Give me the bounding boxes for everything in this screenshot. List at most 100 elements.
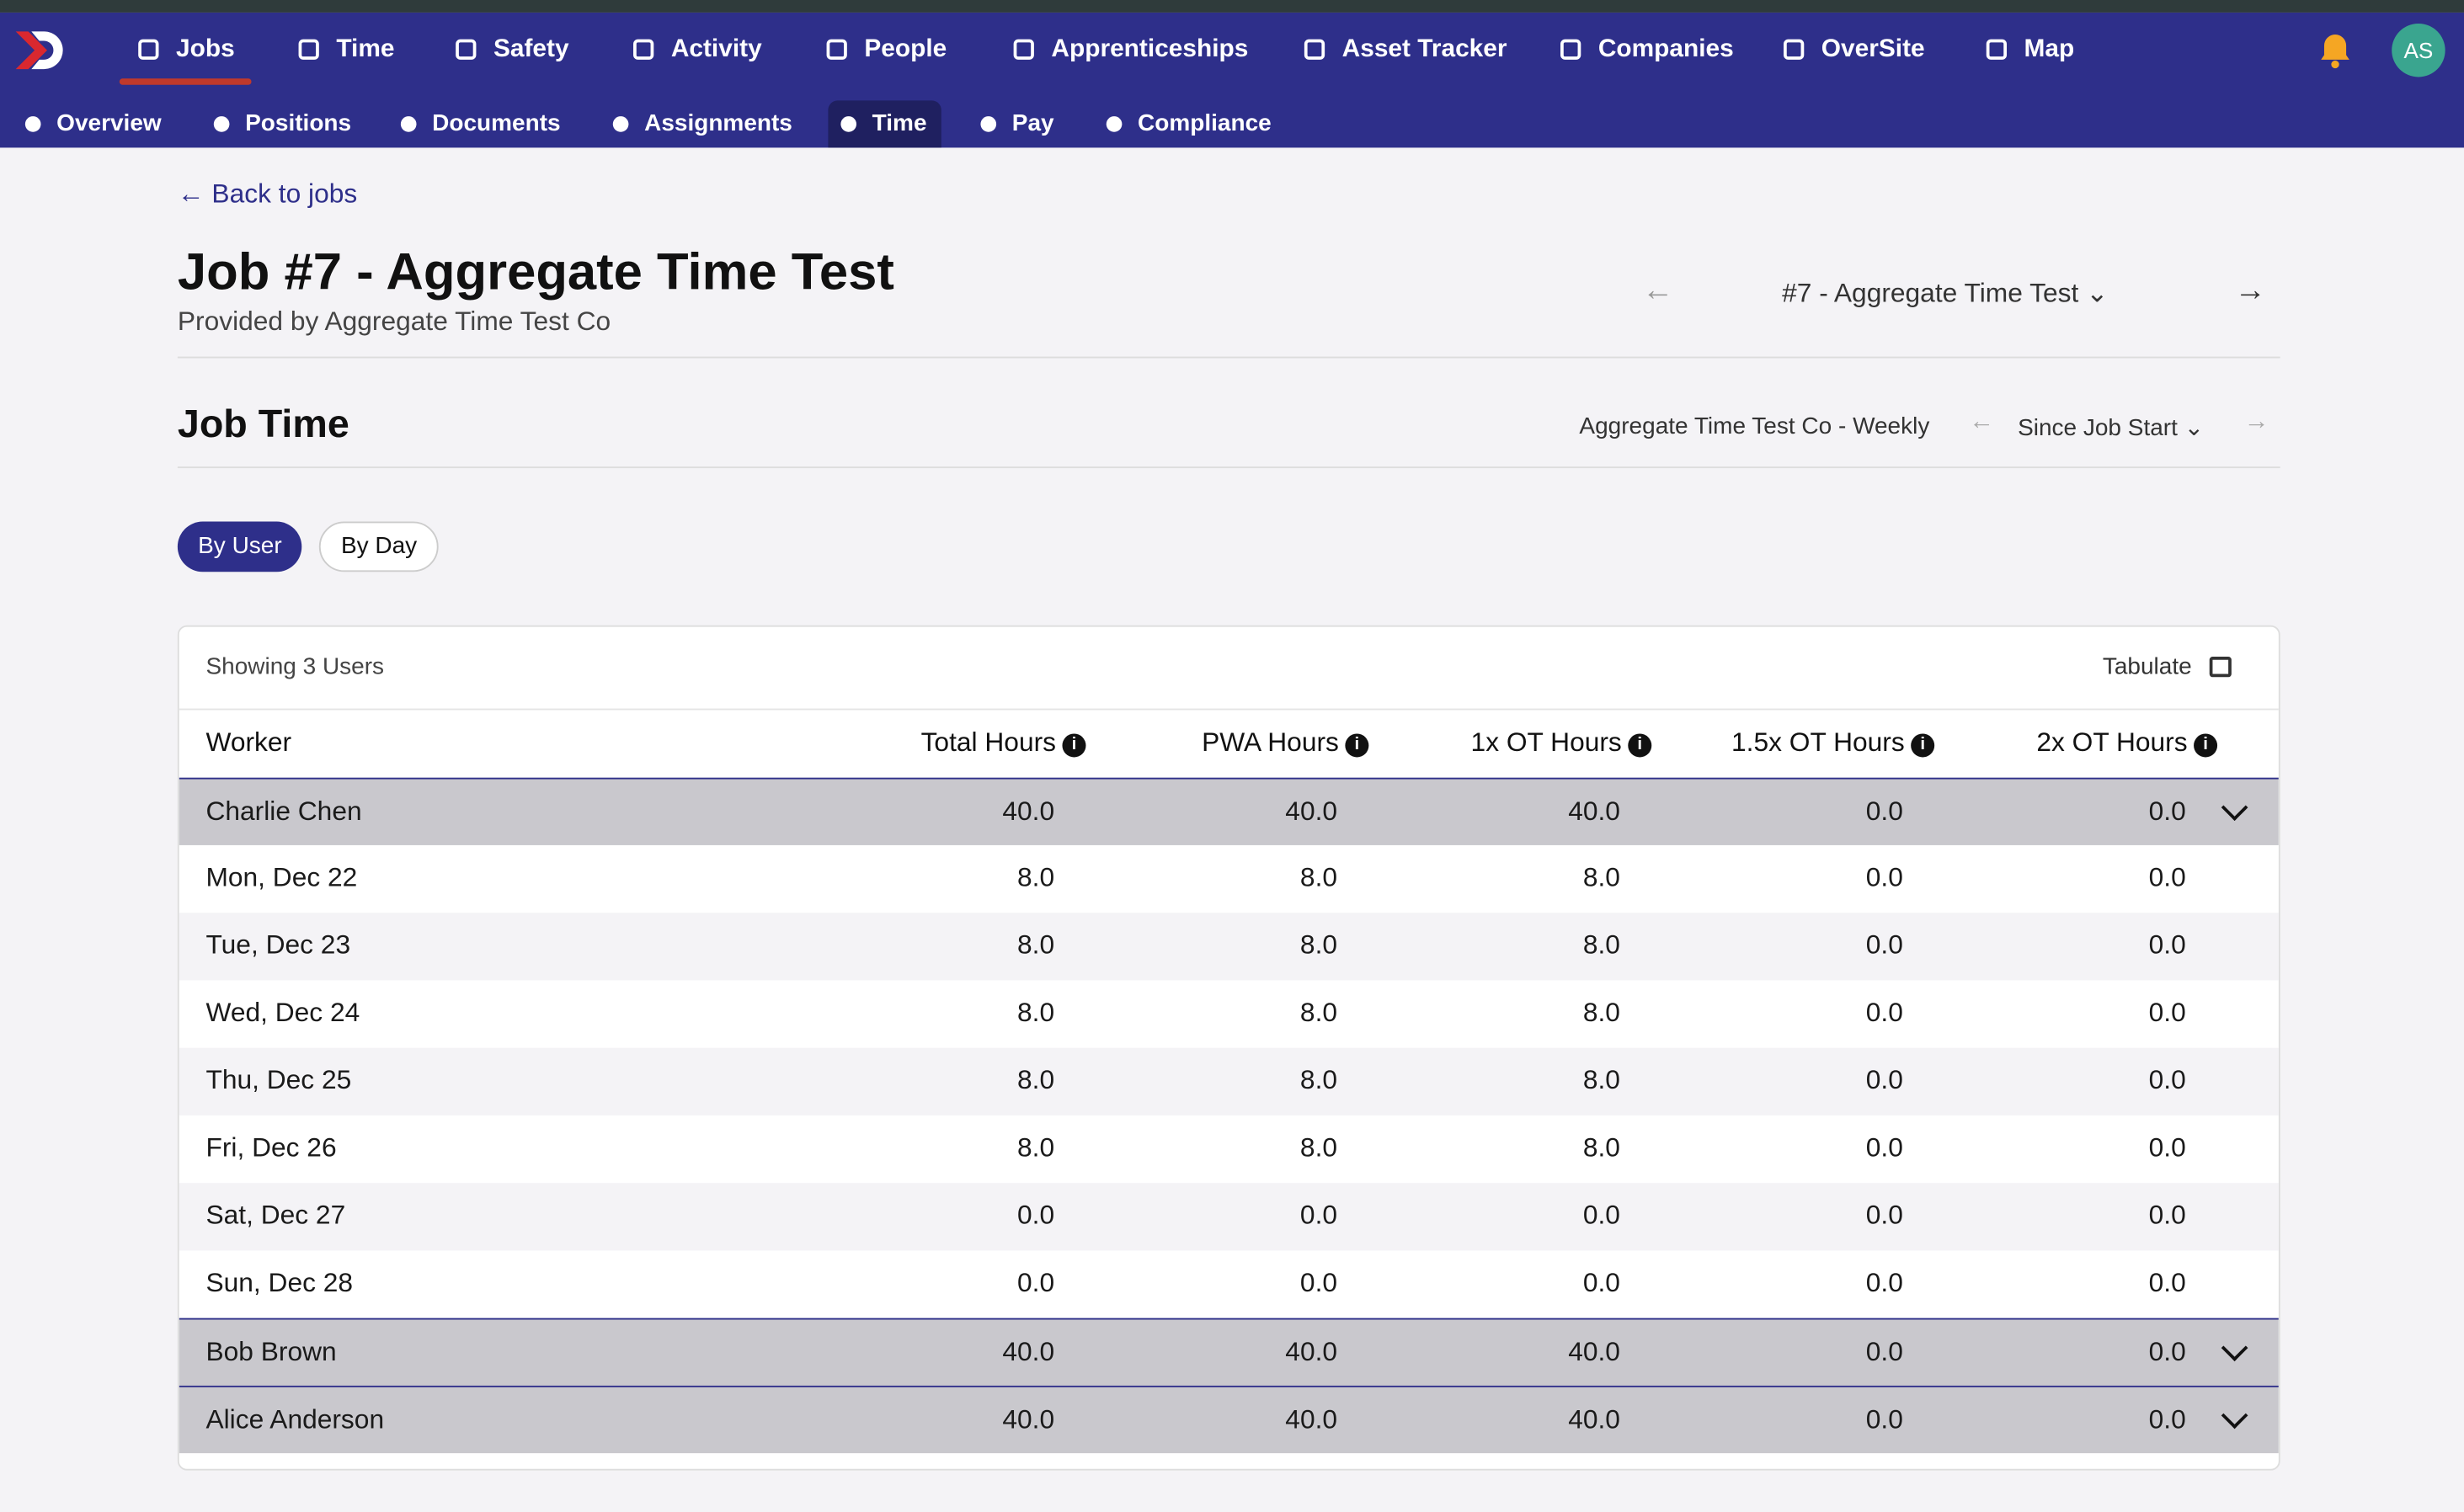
period-group: Aggregate Time Test Co - Weekly [1579,413,1930,440]
nav-icon[interactable] [298,39,319,60]
info-icon[interactable]: i [1062,733,1086,758]
hours-cell: 8.0 [1582,997,1620,1028]
nav-icon[interactable] [1986,39,2008,60]
nav-item[interactable]: Apprenticeships [1051,35,1249,63]
hours-cell: 0.0 [1865,1404,1903,1435]
nav-icon[interactable] [1560,39,1581,60]
header-sep [179,708,2279,711]
nav-icon[interactable] [1784,39,1805,60]
user-name: Charlie Chen [205,796,362,827]
divider [177,356,2280,359]
hours-cell: 0.0 [1865,862,1903,892]
column-header: 1.5x OT Hours i [1731,727,1935,759]
hours-cell: 0.0 [1017,1200,1055,1231]
nav-item[interactable]: Time [336,35,395,63]
hours-cell: 0.0 [2148,796,2186,827]
period-text[interactable]: Since Job Start [2018,414,2178,442]
nav-icon[interactable] [138,39,159,60]
prev-period[interactable]: ← [1969,408,1995,435]
hours-cell: 8.0 [1017,997,1055,1028]
prev-job[interactable]: ← [1642,273,1674,308]
column-title: PWA Hours [1202,727,1339,758]
column-title: Total Hours [920,727,1057,758]
hours-cell: 0.0 [1865,1200,1903,1231]
subnav-item[interactable]: Overview [56,109,162,137]
hours-cell: 0.0 [1865,1065,1903,1095]
subnav-item[interactable]: Pay [1011,109,1054,137]
hours-cell: 40.0 [1002,1404,1055,1435]
nav-item[interactable]: People [864,35,947,63]
subnav-item[interactable]: Documents [432,109,561,137]
period-select[interactable]: Since Job Start ⌄ [2018,414,2205,442]
bell-icon[interactable] [2317,31,2355,69]
hours-cell: 0.0 [2148,997,2186,1028]
next-job[interactable]: → [2234,273,2266,308]
hours-cell: 8.0 [1582,1132,1620,1163]
hours-cell: 40.0 [1002,1337,1055,1367]
subnav-item[interactable]: Assignments [644,109,792,137]
nav-item[interactable]: Safety [493,35,569,63]
tabulate-button[interactable]: Tabulate [2102,653,2192,681]
nav-item[interactable]: OverSite [1821,35,1925,63]
back-text[interactable]: Back to jobs [211,178,358,210]
hours-cell: 8.0 [1582,1065,1620,1095]
hours-cell: 8.0 [1299,862,1338,892]
subnav-dot [400,116,417,132]
toggle-by-user[interactable]: By User [177,521,302,572]
hours-cell: 0.0 [2148,1200,2186,1231]
next-period[interactable]: → [2243,408,2269,435]
subnav-item[interactable]: Time [872,109,927,137]
hours-cell: 8.0 [1017,1065,1055,1095]
info-icon[interactable]: i [2194,733,2218,758]
user-row[interactable]: Charlie Chen 40.0 40.0 40.0 0.0 0.0 [179,777,2279,845]
hours-cell: 40.0 [1568,796,1620,827]
nav-item[interactable]: Jobs [176,35,235,63]
user-row[interactable]: Bob Brown 40.0 40.0 40.0 0.0 0.0 [179,1318,2279,1386]
back-link[interactable]: ← Back to jobs [177,178,358,210]
logo[interactable] [13,29,66,72]
tabulate-icon[interactable] [2209,657,2232,678]
subnav-item[interactable]: Compliance [1138,109,1272,137]
nav-item[interactable]: Map [2024,35,2075,63]
info-icon[interactable]: i [1345,733,1369,758]
nav-icon[interactable] [456,39,477,60]
page-subtitle: Provided by Aggregate Time Test Co [177,306,611,337]
nav-icon[interactable] [1013,39,1034,60]
user-row[interactable]: Alice Anderson 40.0 40.0 40.0 0.0 0.0 [179,1385,2279,1454]
section-title: Job Time [177,402,349,446]
hours-cell: 8.0 [1017,862,1055,892]
column-header: Total Hours i [921,727,1086,759]
day-label: Fri, Dec 26 [205,1132,337,1163]
expand-chevron[interactable] [2221,1334,2248,1361]
info-icon[interactable]: i [1628,733,1652,758]
column-header: Worker [205,727,291,759]
column-title: 2x OT Hours [2036,727,2188,758]
hours-cell: 0.0 [2148,1267,2186,1298]
nav-item[interactable]: Asset Tracker [1341,35,1507,63]
hours-cell: 40.0 [1568,1337,1620,1367]
subnav-item[interactable]: Positions [245,109,352,137]
nav-item[interactable]: Activity [670,35,762,63]
day-row: Mon, Dec 22 8.0 8.0 8.0 0.0 0.0 [179,844,2279,913]
nav-item[interactable]: Companies [1597,35,1734,63]
hours-cell: 0.0 [1582,1267,1620,1298]
subnav-dot [1106,116,1123,132]
nav-icon[interactable] [633,39,654,60]
hours-cell: 8.0 [1017,1132,1055,1163]
nav-icon[interactable] [826,39,847,60]
hours-cell: 0.0 [1865,796,1903,827]
toggle-by-day[interactable]: By Day [318,521,440,572]
job-select[interactable]: #7 - Aggregate Time Test ⌄ [1782,278,2109,308]
hours-cell: 8.0 [1582,929,1620,961]
info-icon[interactable]: i [1911,733,1935,758]
hours-cell: 40.0 [1285,1404,1338,1435]
table-card: Showing 3 Users Tabulate Worker Total Hours… [177,625,2280,1471]
job-select-text[interactable]: #7 - Aggregate Time Test [1782,278,2079,308]
day-row: Wed, Dec 24 8.0 8.0 8.0 0.0 0.0 [179,980,2279,1048]
hours-cell: 0.0 [2148,1404,2186,1435]
avatar[interactable]: AS [2392,23,2445,77]
nav-icon[interactable] [1304,39,1325,60]
day-label: Sat, Dec 27 [205,1200,346,1231]
expand-chevron[interactable] [2221,1402,2248,1429]
expand-chevron[interactable] [2221,794,2248,822]
